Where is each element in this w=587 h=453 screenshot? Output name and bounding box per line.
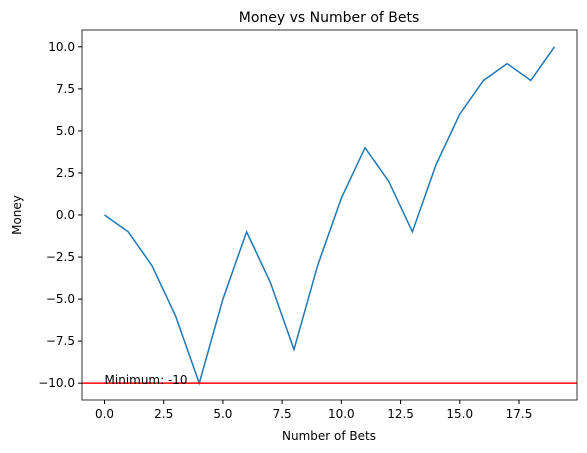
chart-title: Money vs Number of Bets bbox=[239, 10, 420, 26]
y-axis-label: Money bbox=[10, 195, 24, 235]
x-tick-label: 7.5 bbox=[273, 407, 292, 421]
y-tick-label: 5.0 bbox=[56, 124, 75, 138]
x-tick-label: 17.5 bbox=[506, 407, 533, 421]
y-tick-label: 2.5 bbox=[56, 166, 75, 180]
x-tick-label: 5.0 bbox=[213, 407, 232, 421]
y-tick-label: −5.0 bbox=[46, 292, 75, 306]
y-tick-label: 0.0 bbox=[56, 208, 75, 222]
y-tick-label: −7.5 bbox=[46, 334, 75, 348]
y-tick-label: −10.0 bbox=[38, 376, 75, 390]
y-tick-label: −2.5 bbox=[46, 250, 75, 264]
x-tick-label: 10.0 bbox=[328, 407, 355, 421]
x-tick-label: 2.5 bbox=[154, 407, 173, 421]
y-tick-label: 7.5 bbox=[56, 82, 75, 96]
x-axis-label: Number of Bets bbox=[282, 429, 376, 443]
x-tick-label: 15.0 bbox=[446, 407, 473, 421]
annotation: Minimum: -10 bbox=[105, 373, 188, 387]
x-tick-label: 12.5 bbox=[387, 407, 414, 421]
y-tick-label: 10.0 bbox=[48, 40, 75, 54]
plot-frame bbox=[81, 29, 578, 401]
line bbox=[104, 46, 556, 386]
x-tick-label: 0.0 bbox=[95, 407, 114, 421]
